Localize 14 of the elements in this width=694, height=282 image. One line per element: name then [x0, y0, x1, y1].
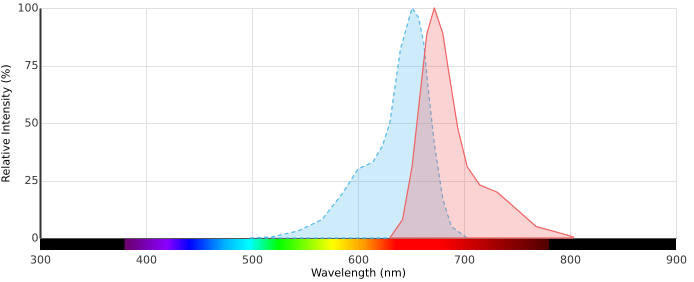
y-tick-label: 0	[32, 232, 38, 244]
y-axis-title: Relative Intensity (%)	[0, 64, 13, 183]
x-tick-label: 700	[454, 254, 475, 266]
x-tick-label: 900	[666, 254, 687, 266]
y-tick-label: 25	[24, 174, 38, 187]
x-tick-label: 600	[348, 254, 369, 266]
x-tick-label: 400	[136, 254, 157, 266]
x-tick-label: 500	[242, 254, 263, 266]
x-tick-label: 800	[560, 254, 581, 266]
y-tick-label: 50	[24, 116, 38, 130]
y-tick-label: 75	[24, 59, 38, 72]
y-tick-label: 100	[18, 2, 38, 14]
x-axis-title: Wavelength (nm)	[310, 266, 406, 280]
x-tick-label: 300	[30, 254, 51, 266]
